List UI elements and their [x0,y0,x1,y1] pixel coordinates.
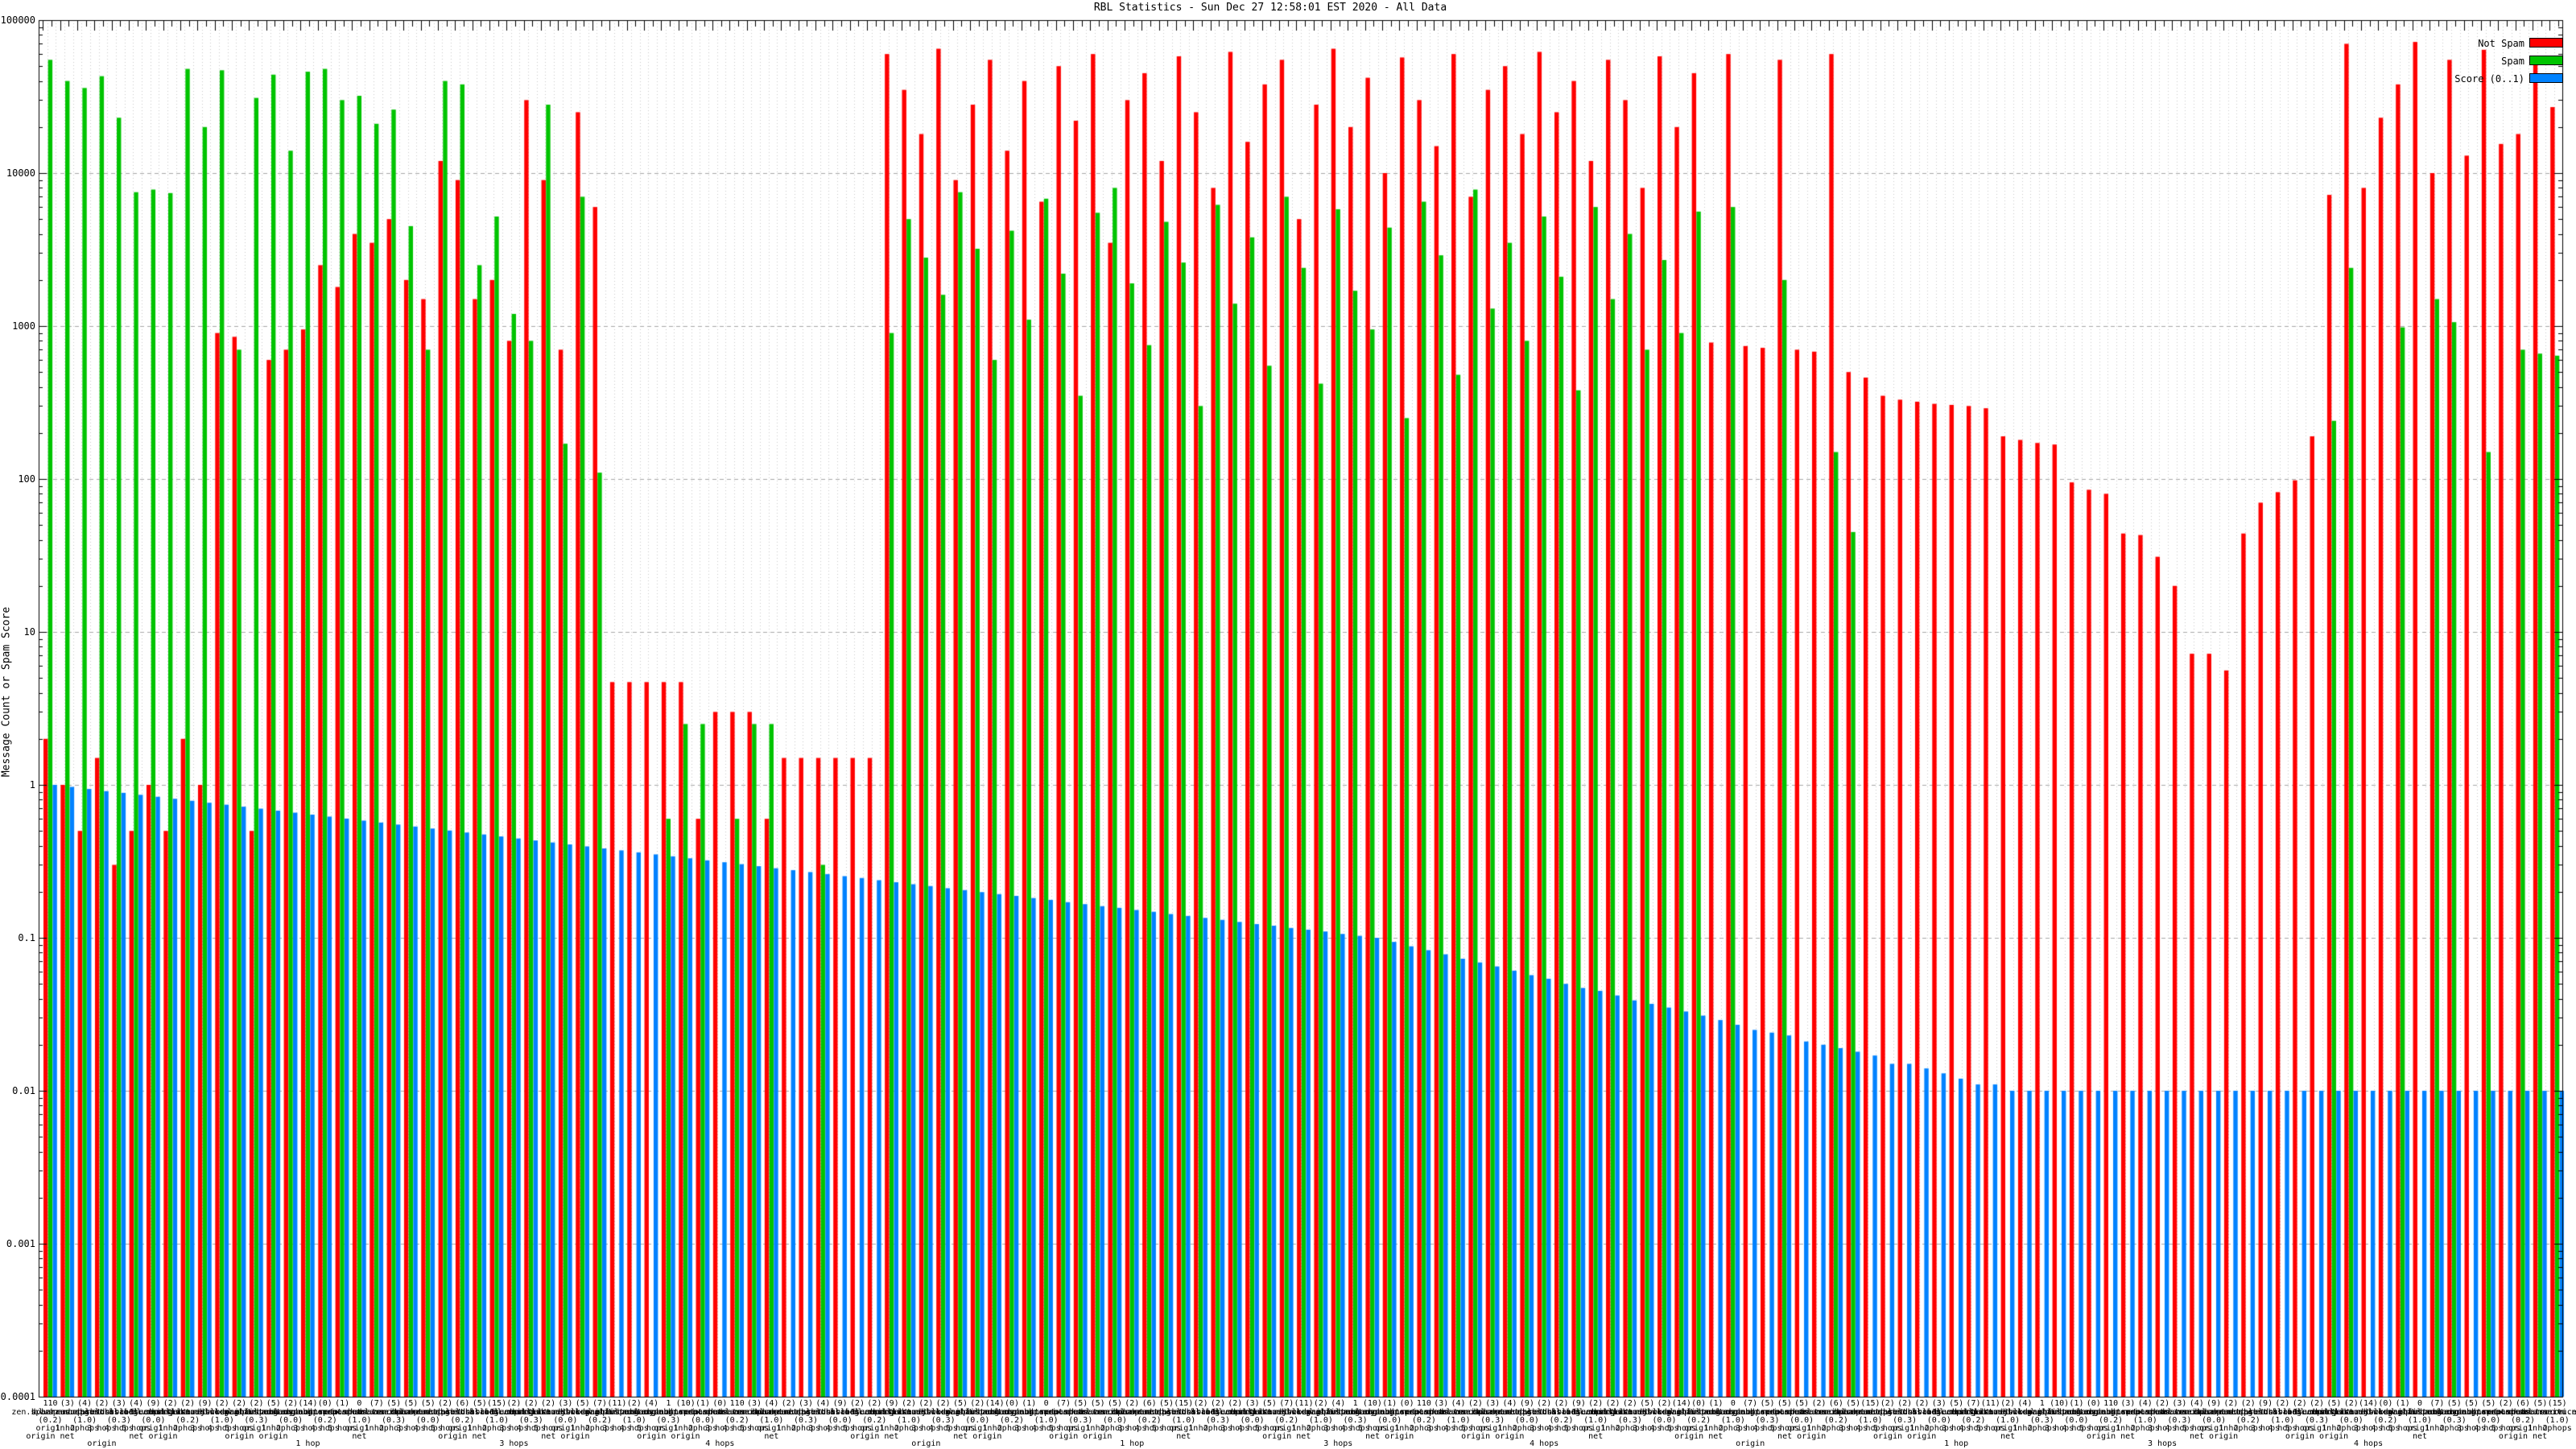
rbl-bar-chart-canvas [0,0,2576,1449]
rbl-statistics-page: RBL Statistics - Sun Dec 27 12:58:01 EST… [0,0,2576,1449]
